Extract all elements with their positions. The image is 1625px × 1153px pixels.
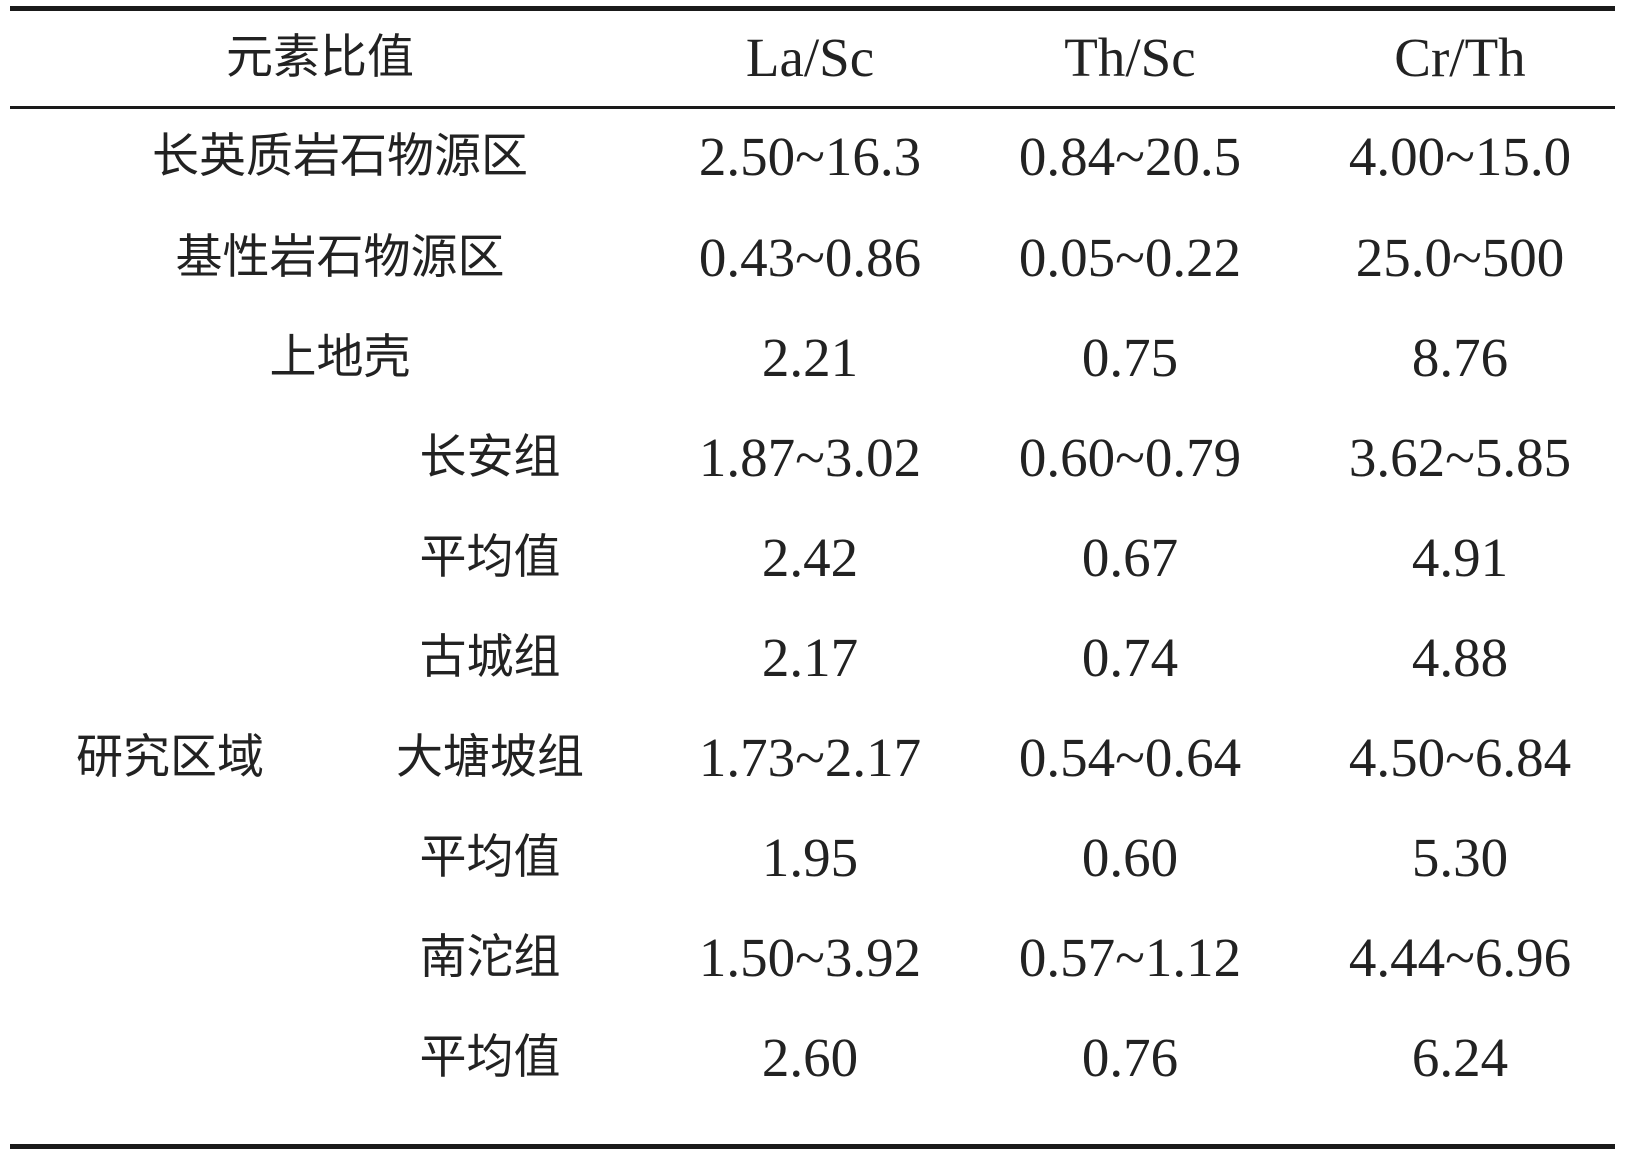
row-value: 0.60~0.79 [1018,427,1242,488]
row-label: 上地壳 [269,330,411,385]
row-value: 1.95 [761,827,859,888]
row-sublabel: 平均值 [419,1030,561,1085]
row-value: 2.42 [761,527,859,588]
row-sublabel: 南沱组 [419,930,561,985]
row-label: 长英质岩石物源区 [152,129,528,184]
table-top-rule [10,6,1615,11]
row-sublabel: 古城组 [419,630,561,685]
group-label-study-area: 研究区域 [76,730,264,785]
row-value: 0.67 [1081,527,1179,588]
row-sublabel: 平均值 [419,530,561,585]
row-value: 4.91 [1411,527,1509,588]
row-value: 0.84~20.5 [1018,126,1242,187]
row-value: 0.75 [1081,327,1179,388]
row-value: 1.73~2.17 [698,727,922,788]
table-bottom-rule [10,1144,1615,1149]
row-value: 1.50~3.92 [698,927,922,988]
row-sublabel: 平均值 [419,830,561,885]
row-value: 0.76 [1081,1027,1179,1088]
row-sublabel: 长安组 [419,430,561,485]
row-value: 0.60 [1081,827,1179,888]
row-value: 2.21 [761,327,859,388]
row-value: 0.05~0.22 [1018,227,1242,288]
row-value: 5.30 [1411,827,1509,888]
row-value: 6.24 [1411,1027,1509,1088]
header-col-th-sc: Th/Sc [1064,27,1196,88]
row-value: 2.60 [761,1027,859,1088]
header-label: 元素比值 [226,30,414,85]
row-value: 0.43~0.86 [698,227,922,288]
row-value: 25.0~500 [1355,227,1565,288]
row-sublabel: 大塘坡组 [396,730,584,785]
row-value: 2.50~16.3 [698,126,922,187]
row-value: 8.76 [1411,327,1509,388]
header-col-la-sc: La/Sc [745,27,875,88]
row-value: 0.54~0.64 [1018,727,1242,788]
row-value: 4.00~15.0 [1348,126,1572,187]
row-value: 4.50~6.84 [1348,727,1572,788]
row-value: 1.87~3.02 [698,427,922,488]
table-header-rule [10,106,1615,109]
row-value: 0.74 [1081,627,1179,688]
row-label: 基性岩石物源区 [175,230,505,285]
row-value: 0.57~1.12 [1018,927,1242,988]
header-col-cr-th: Cr/Th [1394,27,1526,88]
row-value: 4.44~6.96 [1348,927,1572,988]
row-value: 3.62~5.85 [1348,427,1572,488]
row-value: 2.17 [761,627,859,688]
row-value: 4.88 [1411,627,1509,688]
